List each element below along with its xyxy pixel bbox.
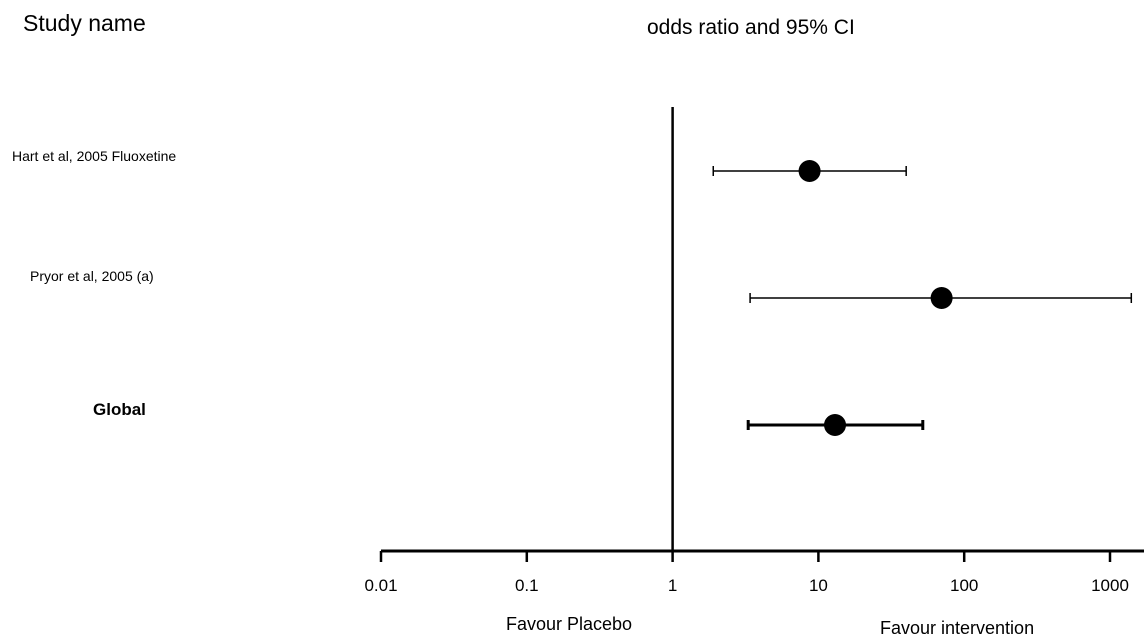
favour-placebo-label: Favour Placebo (506, 614, 633, 634)
column-header-study-name: Study name (23, 10, 146, 36)
favour-intervention-label: Favour intervention (880, 618, 1035, 638)
x-axis-ticks: 0.01 0.1 1 10 100 1000 (364, 551, 1129, 595)
x-tick-label: 1 (668, 576, 677, 595)
point-estimate (798, 160, 821, 182)
chart-title: odds ratio and 95% CI (647, 16, 855, 39)
point-estimate (930, 287, 953, 309)
x-tick-label: 1000 (1091, 576, 1129, 595)
study-label-pryor: Pryor et al, 2005 (a) (30, 268, 154, 284)
x-tick-label: 10 (809, 576, 828, 595)
study-rows (712, 160, 1133, 436)
study-label-hart: Hart et al, 2005 Fluoxetine (12, 148, 177, 164)
x-tick-label: 0.1 (515, 576, 539, 595)
point-estimate (824, 414, 847, 436)
study-label-global: Global (93, 400, 146, 419)
x-tick-label: 100 (950, 576, 978, 595)
x-tick-label: 0.01 (364, 576, 397, 595)
